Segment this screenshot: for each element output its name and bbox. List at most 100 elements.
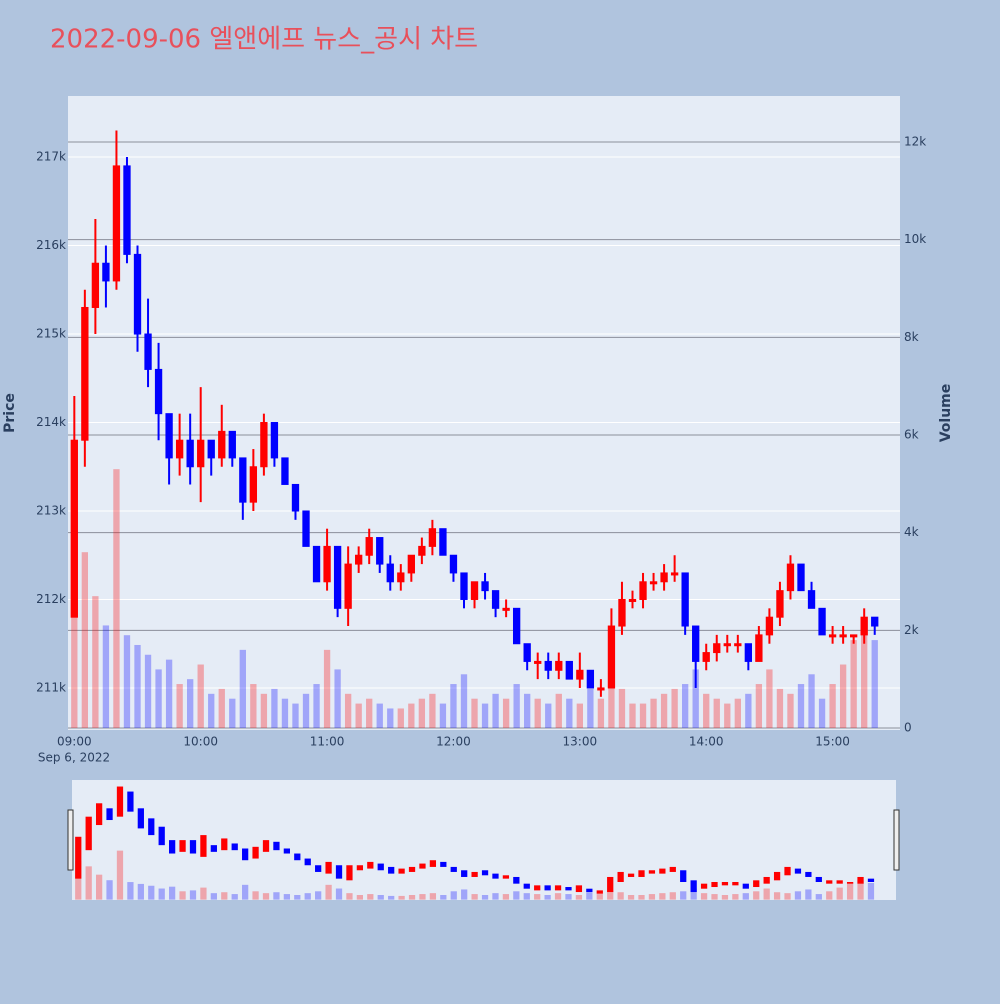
mini-candle [586, 888, 593, 893]
mini-candle [857, 876, 864, 884]
candle-body [576, 669, 584, 680]
mini-volume-bar [544, 894, 551, 900]
volume-bar [513, 684, 520, 728]
candle-body [786, 563, 795, 592]
mini-volume-bar [586, 892, 593, 900]
mini-candle [200, 835, 207, 857]
mini-volume-bar [711, 894, 718, 900]
mini-candle [85, 816, 92, 851]
candle-body [197, 439, 205, 468]
x-tick-label: 11:00 [310, 735, 345, 749]
mini-volume-bar [408, 894, 416, 900]
candle-body [681, 572, 689, 627]
range-handle[interactable] [893, 809, 900, 871]
mini-volume-bar [85, 866, 92, 900]
mini-volume-bar [294, 894, 301, 900]
candle-body [586, 669, 595, 689]
y2-tick-label: 4k [904, 525, 919, 539]
candle-body [660, 572, 668, 583]
mini-candle [492, 873, 499, 879]
volume-bar [703, 693, 710, 728]
mini-candle [440, 861, 447, 867]
x-tick-label: 12:00 [436, 735, 471, 749]
volume-bar [281, 698, 289, 728]
mini-candle [75, 836, 82, 879]
volume-bar [260, 693, 268, 728]
mini-volume-bar [127, 882, 134, 900]
volume-bar [376, 703, 383, 728]
mini-volume-bar [492, 893, 499, 900]
candle-body [470, 581, 479, 600]
mini-volume-bar [534, 894, 541, 900]
candle-body [249, 466, 258, 503]
candle-body [702, 652, 710, 662]
volume-bar [755, 684, 763, 728]
volume-bar [660, 693, 668, 728]
mini-volume-bar [617, 892, 624, 900]
mini-candle [429, 860, 437, 867]
mini-candle [106, 808, 113, 821]
mini-candle [753, 880, 760, 888]
mini-candle [398, 868, 405, 874]
candle-body [418, 545, 426, 556]
candle-body [323, 545, 331, 583]
mini-volume-bar [440, 894, 447, 900]
mini-volume-bar [471, 894, 478, 900]
candle-body [597, 687, 605, 691]
candle-body [713, 643, 721, 654]
mini-volume-bar [419, 894, 426, 900]
volume-bar [692, 669, 699, 728]
volume-bar [418, 698, 426, 728]
candle-body [828, 634, 837, 638]
volume-bar [208, 693, 215, 728]
volume-bar [176, 684, 183, 728]
candle-body [281, 457, 289, 485]
mini-candle [680, 870, 687, 882]
x-tick-label: 14:00 [689, 735, 724, 749]
mini-candle [773, 871, 781, 881]
mini-volume-bar [690, 888, 697, 900]
mini-candle [377, 863, 384, 871]
mini-candle [189, 840, 197, 854]
mini-volume-bar [836, 887, 843, 900]
x-tick-label: 09:00 [57, 735, 92, 749]
mini-candle [575, 885, 583, 893]
candle-body [555, 660, 563, 671]
volume-bar [92, 596, 99, 728]
mini-candle [544, 885, 551, 891]
volume-bar [323, 649, 331, 728]
volume-bar [808, 674, 815, 728]
candle-body [491, 590, 500, 609]
candle-body [502, 607, 510, 611]
mini-candle [846, 881, 854, 884]
volume-bar [713, 698, 720, 728]
volume-bar [123, 635, 131, 728]
candle-body [186, 439, 194, 468]
range-handle[interactable] [67, 809, 74, 871]
mini-candle [627, 873, 635, 877]
mini-volume-bar [335, 888, 343, 900]
mini-volume-bar [148, 885, 155, 900]
mini-candle [471, 871, 478, 877]
mini-candle [513, 876, 520, 884]
mini-volume-bar [158, 888, 165, 900]
mini-candle [502, 875, 510, 879]
candle-body [291, 483, 300, 512]
mini-candle [262, 840, 270, 852]
candle-body [228, 430, 236, 459]
mini-volume-bar [523, 893, 530, 900]
y2-tick-label: 6k [904, 427, 919, 441]
range-slider[interactable] [72, 780, 896, 900]
candle-body [386, 563, 394, 583]
candle-body [723, 643, 731, 647]
candle-body [333, 545, 342, 609]
mini-volume-bar [262, 893, 270, 900]
candle-body [207, 439, 215, 459]
mini-volume-bar [450, 891, 457, 900]
candle-body [565, 660, 573, 680]
mini-candle [325, 861, 332, 874]
mini-candle [721, 881, 729, 886]
chart-title: 2022-09-06 엘앤에프 뉴스_공시 차트 [50, 25, 478, 55]
volume-bar [387, 708, 394, 728]
volume-bar [302, 693, 310, 728]
